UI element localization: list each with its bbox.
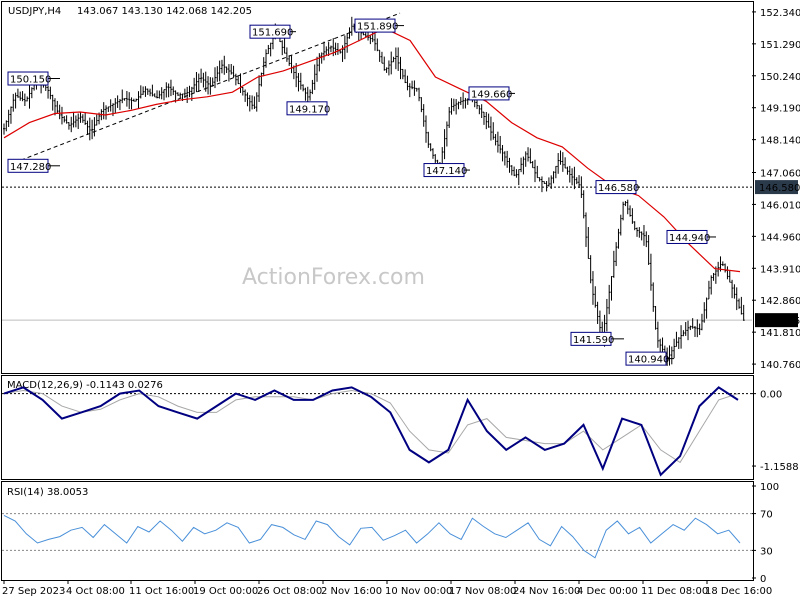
rsi-line	[3, 514, 741, 559]
price-label-text: 150.150	[10, 75, 51, 86]
price-tick-label: 152.340	[760, 8, 800, 19]
price-label-box	[249, 24, 291, 39]
macd-tick-label: 0.00	[760, 390, 782, 401]
rsi-layer	[2, 513, 752, 559]
axis-layer: 152.340 151.290 150.240 149.190 148.140 147.0…	[2, 8, 800, 597]
price-label-box	[7, 158, 49, 173]
level-price-box	[755, 180, 798, 195]
macd-series-signal	[3, 389, 739, 464]
x-tick-label: 11 Oct 16:00	[129, 586, 194, 597]
ohlc-header: 143.067 143.130 142.068 142.205	[77, 6, 252, 17]
rsi-tick-label: 0	[760, 574, 766, 585]
x-tick-label: 4 Oct 08:00	[66, 586, 125, 597]
price-label-text: 144.940	[669, 233, 710, 244]
rsi-title: RSI(14) 38.0053	[7, 487, 88, 498]
price-label-text: 147.140	[426, 166, 467, 177]
x-tick-label: 27 Sep 2023	[2, 586, 65, 597]
rsi-tick-label: 70	[760, 510, 773, 521]
trendline	[7, 12, 401, 166]
label-layer: 150.150 147.280 151.690 149.170 151.890 147.1…	[7, 18, 716, 366]
x-tick-label: 10 Nov 00:00	[385, 586, 452, 597]
price-tick-label: 146.010	[760, 200, 800, 211]
current-price-box-text: 142.205	[759, 316, 800, 327]
price-label-text: 146.580	[598, 183, 639, 194]
watermark: ActionForex.com	[242, 265, 425, 290]
price-label-text: 149.660	[471, 89, 512, 100]
macd-title: MACD(12,26,9) -0.1143 0.0276	[7, 380, 163, 391]
macd-panel-frame	[1, 375, 754, 480]
price-layer	[2, 12, 752, 366]
macd-layer	[2, 386, 752, 477]
price-tick-label: 150.240	[760, 72, 800, 83]
price-label-box	[468, 86, 510, 101]
price-label-box	[666, 229, 708, 244]
x-tick-label: 17 Nov 08:00	[449, 586, 516, 597]
price-tick-label: 147.060	[760, 168, 800, 179]
price-label-text: 149.170	[289, 104, 330, 115]
price-label-text: 147.280	[10, 162, 51, 173]
x-tick-label: 2 Nov 16:00	[321, 586, 382, 597]
price-tick-label: 148.140	[760, 136, 800, 147]
price-tick-label: 142.860	[760, 296, 800, 307]
x-tick-label: 11 Dec 08:00	[641, 586, 708, 597]
price-label-text: 140.940	[628, 355, 669, 366]
price-tick-label: 144.960	[760, 232, 800, 243]
rsi-panel-frame	[1, 481, 754, 581]
price-label-box	[286, 101, 328, 116]
x-tick-label: 4 Dec 00:00	[577, 586, 638, 597]
price-tick-label: 143.910	[760, 264, 800, 275]
price-label-box	[354, 18, 396, 33]
price-label-box	[7, 71, 49, 86]
current-price-box	[755, 313, 798, 328]
price-label-box	[423, 163, 465, 178]
level-price-box-text: 146.580	[759, 183, 800, 194]
price-label-text: 151.690	[252, 28, 293, 39]
macd-tick-label: -1.1588	[760, 462, 799, 473]
price-tick-label: 140.760	[760, 360, 800, 371]
macd-series-macd	[3, 386, 739, 477]
price-tick-label: 141.810	[760, 328, 800, 339]
symbol-header: USDJPY,H4	[8, 6, 61, 17]
x-tick-label: 26 Oct 08:00	[257, 586, 322, 597]
price-label-box	[595, 180, 637, 195]
price-label-text: 141.590	[573, 335, 614, 346]
x-tick-label: 18 Dec 16:00	[705, 586, 772, 597]
price-tick-label: 149.190	[760, 104, 800, 115]
price-label-box	[625, 351, 667, 366]
price-tick-label: 151.290	[760, 40, 800, 51]
price-label-text: 151.890	[357, 22, 398, 33]
x-tick-label: 24 Nov 16:00	[513, 586, 580, 597]
rsi-tick-label: 100	[760, 482, 779, 493]
x-tick-label: 19 Oct 00:00	[193, 586, 258, 597]
rsi-tick-label: 30	[760, 546, 773, 557]
price-label-box	[570, 331, 612, 346]
ma-line	[3, 27, 741, 273]
price-panel-frame	[1, 1, 754, 374]
